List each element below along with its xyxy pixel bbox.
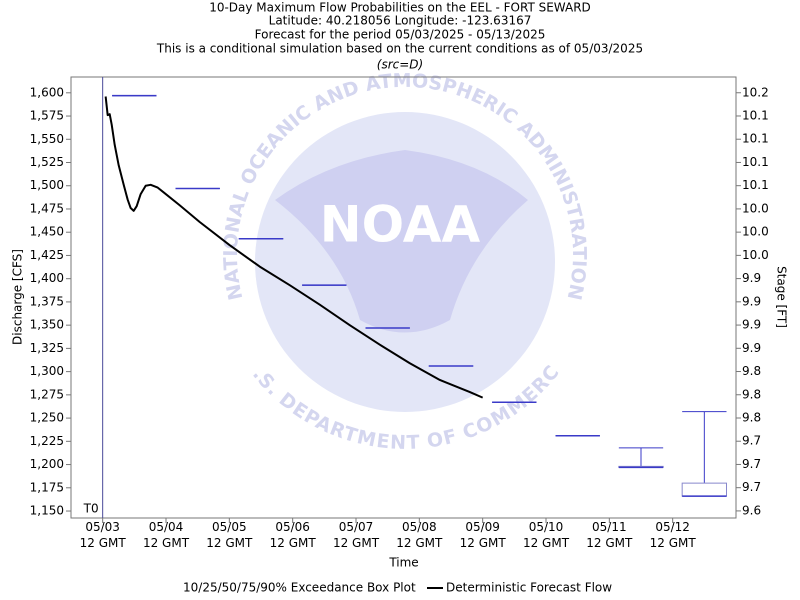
y-tick-label: 1,225 — [30, 434, 64, 448]
y-tick-label: 1,175 — [30, 480, 64, 494]
y2-tick-label: 10.1 — [742, 108, 769, 122]
x-tick-label: 05/08 12 GMT — [396, 520, 443, 550]
y-tick-label: 1,425 — [30, 248, 64, 262]
box-body — [681, 482, 727, 497]
y-tick-label: 1,275 — [30, 387, 64, 401]
y2-tick-label: 9.8 — [742, 364, 761, 378]
y2-tick-label: 9.8 — [742, 387, 761, 401]
y-tick-label: 1,500 — [30, 178, 64, 192]
chart-subtitle: Forecast for the period 05/03/2025 - 05/… — [255, 28, 546, 42]
y2-tick-label: 9.7 — [742, 457, 761, 471]
y-tick-label: 1,400 — [30, 271, 64, 285]
y-tick-label: 1,575 — [30, 109, 64, 123]
x-tick-label: 05/10 12 GMT — [522, 520, 570, 550]
y2-tick-label: 10.0 — [742, 225, 769, 239]
x-tick-label: 05/03 12 GMT — [79, 520, 126, 550]
chart-subtitle: (src=D) — [377, 58, 423, 72]
y-tick-label: 1,350 — [30, 318, 64, 332]
y2-tick-label: 10.1 — [742, 132, 769, 146]
y2-tick-label: 9.9 — [742, 294, 761, 308]
y-tick-label: 1,325 — [30, 341, 64, 355]
x-axis-label: Time — [388, 556, 418, 570]
y-tick-label: 1,200 — [30, 457, 64, 471]
watermark-emblem: NOAA — [320, 196, 481, 254]
annotation-label: T0 — [83, 502, 99, 516]
y2-tick-label: 10.2 — [742, 85, 769, 99]
x-tick-label: 05/11 12 GMT — [586, 520, 633, 550]
plot-frame — [70, 76, 737, 519]
y-tick-label: 1,250 — [30, 411, 64, 425]
box-body — [618, 465, 664, 468]
y-tick-label: 1,550 — [30, 132, 64, 146]
flow-line — [104, 96, 484, 399]
y-tick-label: 1,450 — [30, 225, 64, 239]
y-tick-label: 1,375 — [30, 294, 64, 308]
y2-tick-label: 10.1 — [742, 155, 769, 169]
chart-title: 10-Day Maximum Flow Probabilities on the… — [209, 1, 591, 15]
watermark: NOAA NATIONAL OCEANIC AND ATMOSPHERIC AD… — [0, 0, 590, 454]
legend-label: Deterministic Forecast Flow — [446, 581, 612, 595]
y2-tick-label: 10.0 — [742, 201, 769, 215]
y2-tick-label: 9.9 — [742, 318, 761, 332]
y-tick-label: 1,300 — [30, 364, 64, 378]
y2-tick-label: 9.7 — [742, 434, 761, 448]
y2-tick-label: 10.0 — [742, 248, 769, 262]
y-tick-label: 1,150 — [30, 504, 64, 518]
x-tick-label: 05/09 12 GMT — [459, 520, 506, 550]
x-tick-label: 05/12 12 GMT — [649, 520, 696, 550]
watermark-bird — [275, 150, 528, 333]
y2-tick-label: 9.8 — [742, 410, 761, 424]
legend-label: 10/25/50/75/90% Exceedance Box Plot — [183, 581, 416, 595]
y2-tick-label: 9.9 — [742, 341, 761, 355]
y-tick-label: 1,600 — [30, 85, 64, 99]
y2-tick-label: 9.6 — [742, 503, 761, 517]
y-tick-label: 1,475 — [30, 201, 64, 215]
y-tick-label: 1,525 — [30, 155, 64, 169]
x-tick-label: 05/05 12 GMT — [206, 520, 253, 550]
y2-tick-label: 9.9 — [742, 271, 761, 285]
x-tick-label: 05/07 12 GMT — [332, 520, 380, 550]
y-axis-label: Discharge [CFS] — [11, 249, 25, 345]
y2-tick-label: 9.7 — [742, 480, 761, 494]
y2-axis-label: Stage [FT] — [775, 266, 789, 328]
chart-subtitle: This is a conditional simulation based o… — [156, 42, 643, 56]
x-tick-label: 05/04 12 GMT — [142, 520, 190, 550]
x-tick-label: 05/06 12 GMT — [269, 520, 316, 550]
y2-tick-label: 10.1 — [742, 178, 769, 192]
chart-subtitle: Latitude: 40.218056 Longitude: -123.6316… — [269, 14, 532, 28]
